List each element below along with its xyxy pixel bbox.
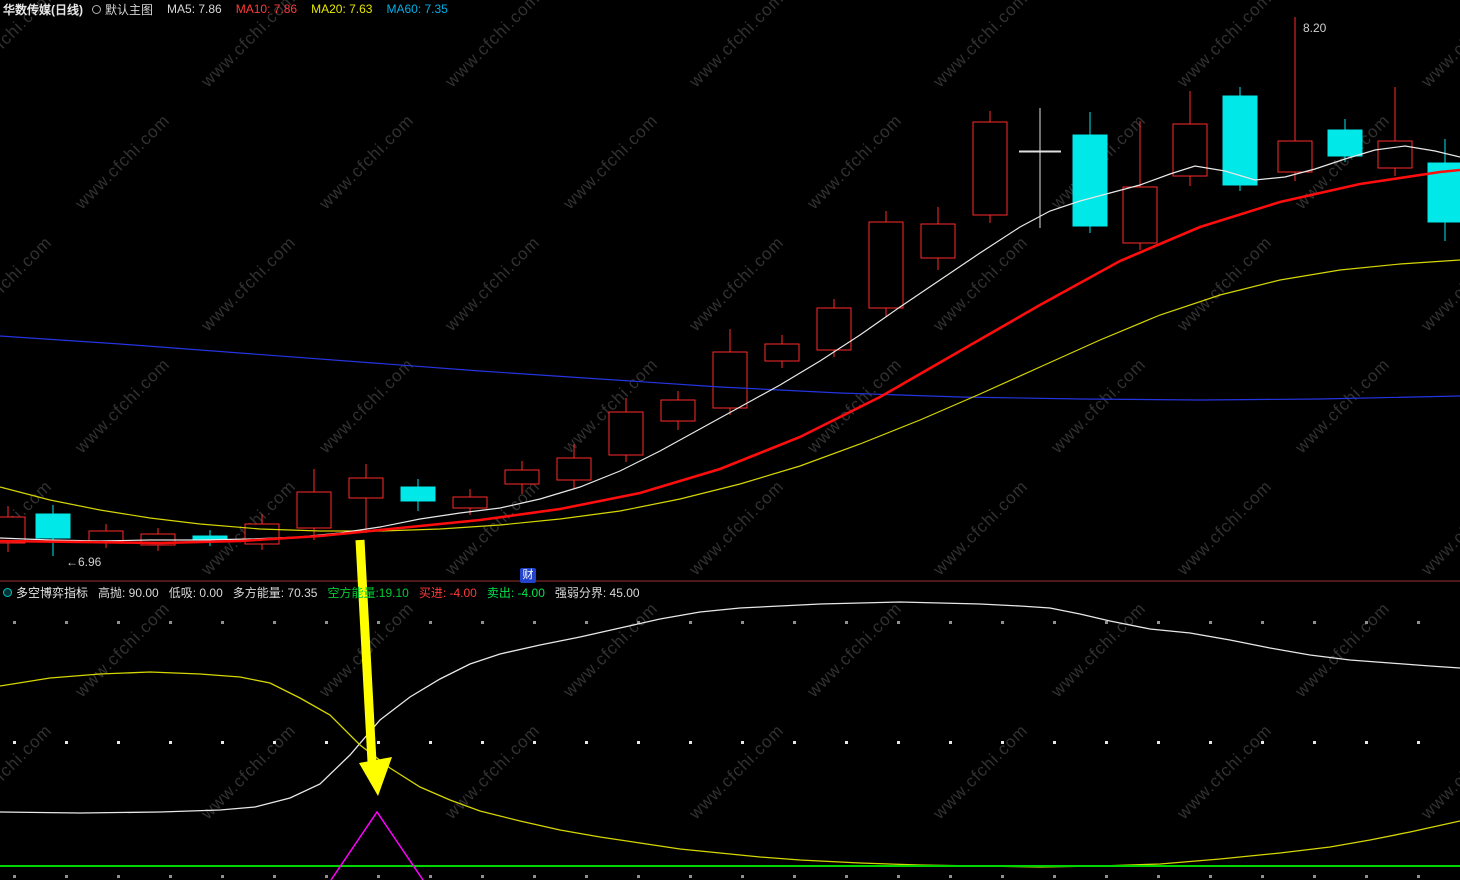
candles-layer bbox=[0, 17, 1460, 556]
ma10-value: MA10: 7.86 bbox=[235, 2, 298, 16]
svg-text:www.cfchi.com: www.cfchi.com bbox=[1417, 233, 1460, 336]
svg-text:www.cfchi.com: www.cfchi.com bbox=[803, 599, 906, 702]
indicator-toggle-icon[interactable] bbox=[3, 588, 12, 597]
svg-text:www.cfchi.com: www.cfchi.com bbox=[685, 721, 788, 824]
indicator-dots-layer bbox=[13, 621, 1420, 878]
svg-text:www.cfchi.com: www.cfchi.com bbox=[1173, 0, 1276, 92]
svg-text:www.cfchi.com: www.cfchi.com bbox=[1047, 355, 1150, 458]
svg-text:www.cfchi.com: www.cfchi.com bbox=[71, 111, 174, 214]
svg-text:www.cfchi.com: www.cfchi.com bbox=[685, 477, 788, 580]
top-bar: 华数传媒(日线) 默认主图 MA5: 7.86 MA10: 7.86 MA20: 7… bbox=[3, 0, 448, 18]
svg-text:www.cfchi.com: www.cfchi.com bbox=[1417, 477, 1460, 580]
svg-text:www.cfchi.com: www.cfchi.com bbox=[1291, 599, 1394, 702]
price-high-label: 8.20 bbox=[1303, 21, 1327, 35]
ma-lines-layer bbox=[0, 145, 1460, 545]
ma-line-MA10 bbox=[0, 168, 1460, 545]
svg-text:www.cfchi.com: www.cfchi.com bbox=[0, 721, 56, 824]
indicator-line-kongfang-yellow bbox=[0, 671, 1460, 868]
ma20-value: MA20: 7.63 bbox=[311, 2, 373, 16]
ma-line-MA20 bbox=[0, 259, 1460, 532]
indicator-field-0: 高抛: 90.00 bbox=[98, 586, 159, 600]
indicator-header: 多空博弈指标 高抛: 90.00 低吸: 0.00 多方能量: 70.35 空方能量:… bbox=[3, 584, 640, 601]
ma5-value: MA5: 7.86 bbox=[167, 2, 222, 16]
svg-text:www.cfchi.com: www.cfchi.com bbox=[559, 599, 662, 702]
svg-text:www.cfchi.com: www.cfchi.com bbox=[803, 355, 906, 458]
svg-text:www.cfchi.com: www.cfchi.com bbox=[441, 0, 544, 92]
ma-line-MA60 bbox=[0, 335, 1460, 401]
indicator-field-6: 强弱分界: 45.00 bbox=[554, 586, 640, 600]
indicator-field-4: 买进: -4.00 bbox=[418, 586, 477, 600]
svg-text:www.cfchi.com: www.cfchi.com bbox=[929, 0, 1032, 92]
indicator-name[interactable]: 多空博弈指标 bbox=[16, 586, 89, 600]
indicator-lines-layer bbox=[0, 601, 1460, 868]
svg-text:www.cfchi.com: www.cfchi.com bbox=[441, 721, 544, 824]
svg-text:www.cfchi.com: www.cfchi.com bbox=[1417, 721, 1460, 824]
svg-text:www.cfchi.com: www.cfchi.com bbox=[71, 355, 174, 458]
svg-text:www.cfchi.com: www.cfchi.com bbox=[71, 599, 174, 702]
svg-text:www.cfchi.com: www.cfchi.com bbox=[685, 233, 788, 336]
ma60-value: MA60: 7.35 bbox=[386, 2, 448, 16]
svg-text:www.cfchi.com: www.cfchi.com bbox=[1417, 0, 1460, 92]
indicator-field-3: 空方能量:19.10 bbox=[327, 586, 409, 600]
svg-text:www.cfchi.com: www.cfchi.com bbox=[929, 477, 1032, 580]
signal-arrow bbox=[355, 539, 392, 796]
svg-text:www.cfchi.com: www.cfchi.com bbox=[929, 721, 1032, 824]
svg-text:www.cfchi.com: www.cfchi.com bbox=[1173, 233, 1276, 336]
svg-text:www.cfchi.com: www.cfchi.com bbox=[1173, 477, 1276, 580]
stock-title: 华数传媒(日线) bbox=[3, 2, 83, 17]
svg-text:www.cfchi.com: www.cfchi.com bbox=[559, 111, 662, 214]
preset-toggle-icon[interactable] bbox=[92, 4, 101, 14]
preset-label[interactable]: 默认主图 bbox=[105, 2, 154, 17]
indicator-field-2: 多方能量: 70.35 bbox=[232, 586, 318, 600]
ma-values: MA5: 7.86 MA10: 7.86 MA20: 7.63 MA60: 7.35 bbox=[153, 2, 448, 16]
svg-text:www.cfchi.com: www.cfchi.com bbox=[315, 355, 418, 458]
svg-text:www.cfchi.com: www.cfchi.com bbox=[441, 233, 544, 336]
price-low-label: ←6.96 bbox=[66, 555, 102, 569]
buy-signal-triangle bbox=[330, 810, 424, 880]
svg-text:www.cfchi.com: www.cfchi.com bbox=[1047, 599, 1150, 702]
indicator-field-1: 低吸: 0.00 bbox=[168, 586, 223, 600]
indicator-line-duofang-white bbox=[0, 601, 1460, 814]
svg-text:www.cfchi.com: www.cfchi.com bbox=[0, 233, 56, 336]
svg-text:www.cfchi.com: www.cfchi.com bbox=[1291, 355, 1394, 458]
indicator-values: 高抛: 90.00 低吸: 0.00 多方能量: 70.35 空方能量:19.10 买进… bbox=[88, 584, 640, 601]
svg-text:www.cfchi.com: www.cfchi.com bbox=[685, 0, 788, 92]
svg-text:www.cfchi.com: www.cfchi.com bbox=[1173, 721, 1276, 824]
svg-text:www.cfchi.com: www.cfchi.com bbox=[315, 111, 418, 214]
svg-text:www.cfchi.com: www.cfchi.com bbox=[197, 233, 300, 336]
news-badge[interactable]: 财 bbox=[520, 568, 536, 583]
indicator-field-5: 卖出: -4.00 bbox=[486, 586, 545, 600]
svg-text:www.cfchi.com: www.cfchi.com bbox=[803, 111, 906, 214]
